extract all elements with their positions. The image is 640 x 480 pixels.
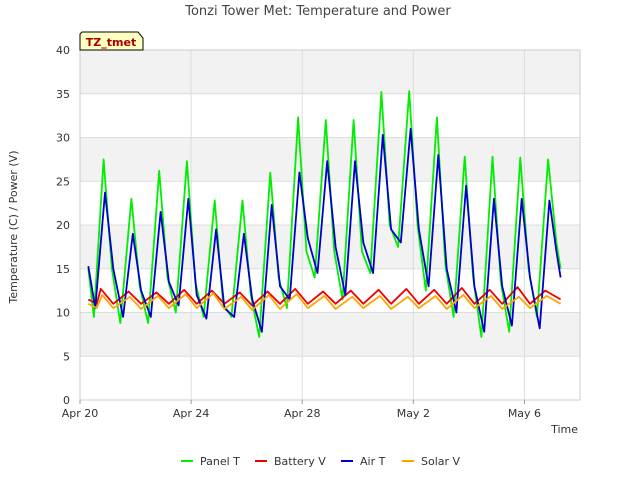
site-label-box: TZ_tmet <box>79 31 144 51</box>
legend-item: Battery V <box>255 455 326 468</box>
plot-band <box>80 312 580 357</box>
y-tick-label: 40 <box>56 44 70 57</box>
x-tick-label: Apr 20 <box>62 407 99 420</box>
plot-frame <box>79 49 581 401</box>
legend-label: Panel T <box>200 455 240 468</box>
y-tick-label: 15 <box>56 263 70 276</box>
legend-label: Solar V <box>421 455 461 468</box>
y-tick-label: 20 <box>56 219 70 232</box>
legend-item: Solar V <box>402 455 461 468</box>
plot-band <box>80 50 580 94</box>
axes: 0 5 10 15 20 25 30 35 40 Apr 20 Apr 24 Apr 28 May 2 M… <box>56 44 581 420</box>
y-tick-label: 5 <box>63 350 70 363</box>
x-tick-label: Apr 24 <box>173 407 210 420</box>
x-tick-label: Apr 28 <box>284 407 321 420</box>
x-axis-label: Time <box>550 423 578 436</box>
x-tick-label: May 6 <box>508 407 541 420</box>
legend: Panel T Battery V Air T Solar V <box>181 455 461 468</box>
legend-label: Air T <box>360 455 386 468</box>
series-line-air-t <box>87 127 562 333</box>
y-tick-label: 30 <box>56 132 70 145</box>
y-tick-label: 35 <box>56 88 70 101</box>
legend-item: Air T <box>341 455 386 468</box>
y-tick-label: 0 <box>63 394 70 407</box>
site-label: TZ_tmet <box>86 36 136 49</box>
y-axis-label: Temperature (C) / Power (V) <box>7 150 20 304</box>
chart-title: Tonzi Tower Met: Temperature and Power <box>184 4 451 19</box>
x-tick-label: May 2 <box>397 407 430 420</box>
legend-item: Panel T <box>181 455 240 468</box>
y-tick-label: 25 <box>56 175 70 188</box>
series-line-solar-v <box>87 292 562 311</box>
y-tick-label: 10 <box>56 307 70 320</box>
legend-label: Battery V <box>274 455 326 468</box>
series-layer <box>87 90 562 338</box>
